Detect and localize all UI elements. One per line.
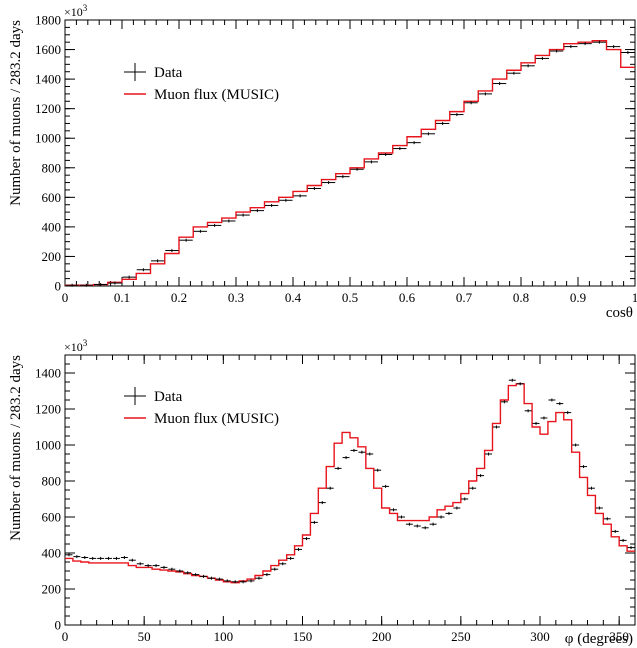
x-tick-label: 350 bbox=[609, 629, 629, 644]
x-tick-label: 0.9 bbox=[570, 290, 586, 305]
x-tick-label: 150 bbox=[293, 629, 313, 644]
y-tick-label: 0 bbox=[55, 618, 62, 633]
y-tick-label: 1200 bbox=[35, 402, 61, 417]
phi-panel: 0 50 100 150 200 250 300 350 0 200 400 600 800 1000 1… bbox=[8, 338, 636, 647]
y-tick-label: 800 bbox=[42, 160, 62, 175]
x-tick-label: 0.6 bbox=[399, 290, 416, 305]
x-axis-label: φ (degrees) bbox=[565, 631, 633, 647]
x-tick-label: 50 bbox=[138, 629, 151, 644]
y-multiplier: ×103 bbox=[64, 338, 88, 354]
model-step-line bbox=[65, 39, 635, 286]
y-tick-label: 1800 bbox=[35, 13, 61, 28]
x-tick-label: 0.7 bbox=[456, 290, 473, 305]
y-tick-labels: 0 200 400 600 800 1000 1200 1400 bbox=[35, 366, 61, 633]
x-axis-label: cosθ bbox=[606, 305, 633, 321]
y-tick-label: 1000 bbox=[35, 438, 61, 453]
y-tick-label: 1400 bbox=[35, 366, 61, 381]
plot-frame bbox=[64, 19, 636, 287]
axis-ticks bbox=[64, 19, 636, 287]
y-tick-label: 600 bbox=[42, 190, 62, 205]
x-tick-label: 250 bbox=[451, 629, 471, 644]
y-tick-label: 600 bbox=[42, 510, 62, 525]
model-curve bbox=[65, 383, 635, 584]
y-tick-label: 1000 bbox=[35, 131, 61, 146]
y-axis-label: Number of muons / 283.2 days bbox=[8, 355, 24, 541]
x-tick-label: 0.2 bbox=[171, 290, 187, 305]
plot-frame bbox=[64, 354, 636, 626]
y-tick-labels: 0 200 400 600 800 1000 1200 1400 1600 1800 bbox=[35, 13, 61, 294]
model-curve bbox=[65, 39, 635, 286]
x-tick-label: 0.1 bbox=[114, 290, 130, 305]
y-tick-label: 1400 bbox=[35, 72, 61, 87]
x-tick-label: 100 bbox=[214, 629, 234, 644]
x-tick-label: 0.8 bbox=[513, 290, 529, 305]
model-step-line bbox=[65, 383, 635, 584]
legend-model-label: Muon flux (MUSIC) bbox=[154, 411, 279, 427]
axis-ticks bbox=[64, 354, 636, 626]
y-tick-label: 400 bbox=[42, 546, 62, 561]
legend-model-label: Muon flux (MUSIC) bbox=[154, 87, 279, 103]
legend-data-label: Data bbox=[154, 65, 183, 81]
cos-theta-panel: 0 0.1 0.2 0.3 0.4 0.5 0.6 0.7 0.8 0.9 1 0 200 400 600… bbox=[8, 3, 637, 321]
data-points bbox=[65, 378, 635, 584]
y-tick-label: 400 bbox=[42, 219, 62, 234]
x-tick-labels: 0 0.1 0.2 0.3 0.4 0.5 0.6 0.7 0.8 0.9 1 bbox=[62, 290, 637, 305]
x-tick-label: 0.3 bbox=[228, 290, 244, 305]
legend: Data Muon flux (MUSIC) bbox=[124, 387, 279, 427]
y-tick-label: 1600 bbox=[35, 42, 61, 57]
y-multiplier: ×103 bbox=[64, 3, 88, 19]
y-tick-label: 200 bbox=[42, 582, 62, 597]
x-tick-label: 0.4 bbox=[285, 290, 302, 305]
x-tick-label: 0 bbox=[62, 290, 69, 305]
y-tick-label: 1200 bbox=[35, 101, 61, 116]
x-tick-label: 200 bbox=[372, 629, 392, 644]
x-tick-label: 0.5 bbox=[342, 290, 358, 305]
legend: Data Muon flux (MUSIC) bbox=[124, 63, 279, 103]
x-tick-label: 300 bbox=[530, 629, 550, 644]
y-axis-label: Number of muons / 283.2 days bbox=[8, 20, 24, 206]
x-tick-label: 1 bbox=[632, 290, 637, 305]
y-tick-label: 200 bbox=[42, 249, 62, 264]
legend-data-label: Data bbox=[154, 389, 183, 405]
x-tick-label: 0 bbox=[62, 629, 69, 644]
data-points bbox=[65, 40, 635, 287]
y-tick-label: 800 bbox=[42, 474, 62, 489]
y-tick-label: 0 bbox=[55, 279, 62, 294]
x-tick-labels: 0 50 100 150 200 250 300 350 bbox=[62, 629, 629, 644]
